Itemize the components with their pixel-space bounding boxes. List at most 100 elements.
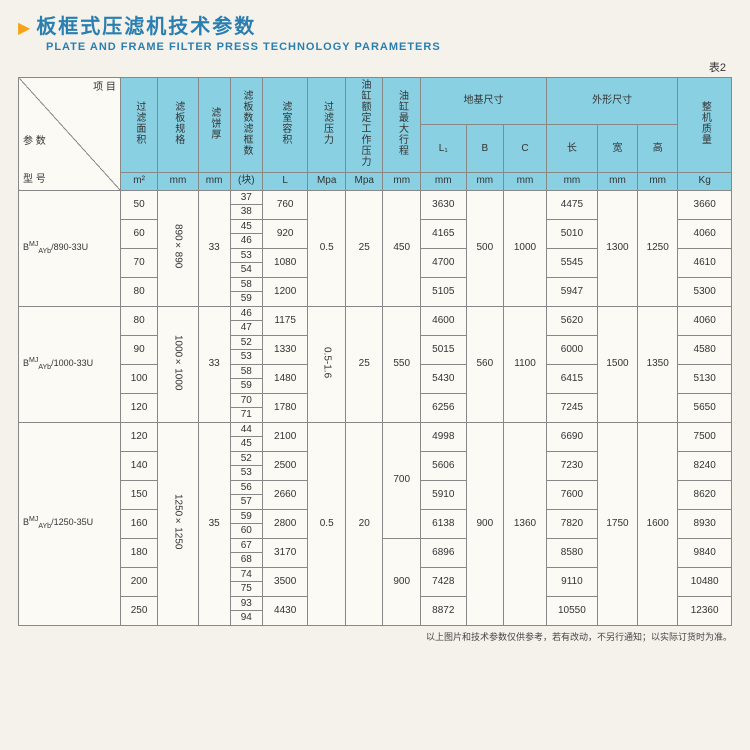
data-cell: 7245 xyxy=(546,393,597,422)
unit-stroke: mm xyxy=(383,172,421,190)
data-cell: 3660 xyxy=(678,190,732,219)
data-cell: 5606 xyxy=(420,451,466,480)
data-cell: 67 xyxy=(230,538,262,553)
data-cell: 7600 xyxy=(546,480,597,509)
unit-area: m² xyxy=(120,172,158,190)
data-cell: 75 xyxy=(230,582,262,597)
col-cyl-stroke: 油缸最大行程 xyxy=(383,78,421,173)
data-cell: 54 xyxy=(230,263,262,278)
unit-w: mm xyxy=(597,172,637,190)
data-cell: 4700 xyxy=(420,248,466,277)
data-cell: 80 xyxy=(120,306,158,335)
model-cell: BMJAYb/1250-35U xyxy=(19,422,121,625)
data-cell: 9110 xyxy=(546,567,597,596)
data-cell: 6415 xyxy=(546,364,597,393)
unit-h: mm xyxy=(638,172,678,190)
data-cell: 4060 xyxy=(678,219,732,248)
data-cell: 10480 xyxy=(678,567,732,596)
data-cell: 53 xyxy=(230,350,262,365)
table-row: BMJAYb/1250-35U1201250×1250354421000.520… xyxy=(19,422,732,437)
table-body: BMJAYb/890-33U50890×89033377600.52545036… xyxy=(19,190,732,625)
data-cell: 25 xyxy=(345,190,383,306)
data-cell: 5300 xyxy=(678,277,732,306)
data-cell: 90 xyxy=(120,335,158,364)
data-cell: 94 xyxy=(230,611,262,626)
unit-plate: mm xyxy=(158,172,198,190)
data-cell: 5620 xyxy=(546,306,597,335)
data-cell: 8872 xyxy=(420,596,466,625)
data-cell: 38 xyxy=(230,205,262,220)
data-cell: 60 xyxy=(230,524,262,539)
data-cell: 80 xyxy=(120,277,158,306)
data-cell: 3630 xyxy=(420,190,466,219)
col-chamber-vol: 滤室容积 xyxy=(262,78,308,173)
unit-cp: Mpa xyxy=(345,172,383,190)
data-cell: 37 xyxy=(230,190,262,205)
data-cell: 4580 xyxy=(678,335,732,364)
data-cell: 45 xyxy=(230,437,262,452)
table-number: 表2 xyxy=(18,59,732,75)
data-cell: 46 xyxy=(230,234,262,249)
title-cn: 板框式压滤机技术参数 xyxy=(36,10,256,39)
data-cell: 1000 xyxy=(504,190,547,306)
col-foundation: 地基尺寸 xyxy=(420,78,546,125)
data-cell: 200 xyxy=(120,567,158,596)
data-cell: 71 xyxy=(230,408,262,423)
data-cell: 0.5 xyxy=(308,422,346,625)
data-cell: 140 xyxy=(120,451,158,480)
data-cell: 500 xyxy=(466,190,504,306)
data-cell: 9840 xyxy=(678,538,732,567)
data-cell: 550 xyxy=(383,306,421,422)
data-cell: 6000 xyxy=(546,335,597,364)
data-cell: 1175 xyxy=(262,306,308,335)
data-cell: 0.5 xyxy=(308,190,346,306)
data-cell: 4600 xyxy=(420,306,466,335)
data-cell: 44 xyxy=(230,422,262,437)
data-cell: 120 xyxy=(120,393,158,422)
data-cell: 5430 xyxy=(420,364,466,393)
data-cell: 760 xyxy=(262,190,308,219)
data-cell: 58 xyxy=(230,277,262,292)
data-cell: 7230 xyxy=(546,451,597,480)
data-cell: 5650 xyxy=(678,393,732,422)
data-cell: 33 xyxy=(198,190,230,306)
data-cell: 1330 xyxy=(262,335,308,364)
data-cell: 68 xyxy=(230,553,262,568)
data-cell: 900 xyxy=(466,422,504,625)
data-cell: 6256 xyxy=(420,393,466,422)
unit-l1: mm xyxy=(420,172,466,190)
data-cell: 1250 xyxy=(638,190,678,306)
data-cell: 6138 xyxy=(420,509,466,538)
data-cell: 5010 xyxy=(546,219,597,248)
col-plate-spec: 滤板规格 xyxy=(158,78,198,173)
data-cell: 2660 xyxy=(262,480,308,509)
col-h: 高 xyxy=(638,125,678,172)
data-cell: 52 xyxy=(230,451,262,466)
data-cell: 3500 xyxy=(262,567,308,596)
data-cell: 47 xyxy=(230,321,262,336)
data-cell: 180 xyxy=(120,538,158,567)
parameters-table: 项 目 参 数 型 号 过滤面积 滤板规格 滤饼厚 滤板数滤框数 滤室容积 过滤… xyxy=(18,77,732,626)
col-cyl-pressure: 油缸额定工作压力 xyxy=(345,78,383,173)
data-cell: 8580 xyxy=(546,538,597,567)
data-cell: 57 xyxy=(230,495,262,510)
data-cell: 46 xyxy=(230,306,262,321)
data-cell: 59 xyxy=(230,509,262,524)
data-cell: 920 xyxy=(262,219,308,248)
data-cell: 25 xyxy=(345,306,383,422)
unit-b: mm xyxy=(466,172,504,190)
data-cell: 4430 xyxy=(262,596,308,625)
data-cell: 52 xyxy=(230,335,262,350)
data-cell: 2100 xyxy=(262,422,308,451)
data-cell: 1200 xyxy=(262,277,308,306)
table-row: BMJAYb/1000-33U801000×1000334611750.5-1.… xyxy=(19,306,732,321)
col-c: C xyxy=(504,125,547,172)
data-cell: 1350 xyxy=(638,306,678,422)
col-b: B xyxy=(466,125,504,172)
unit-len: mm xyxy=(546,172,597,190)
data-cell: 70 xyxy=(230,393,262,408)
unit-count: (块) xyxy=(230,172,262,190)
data-cell: 10550 xyxy=(546,596,597,625)
col-len: 长 xyxy=(546,125,597,172)
data-cell: 3170 xyxy=(262,538,308,567)
